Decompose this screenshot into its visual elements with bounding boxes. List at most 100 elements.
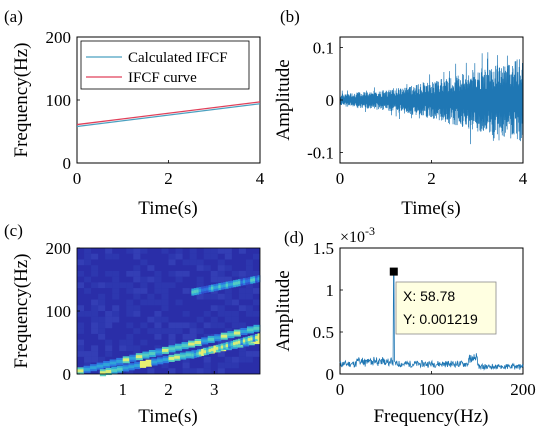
heatmap-cell xyxy=(161,328,169,334)
ridge-core-2 xyxy=(250,337,254,341)
heatmap-cell xyxy=(126,270,134,277)
heatmap-cell xyxy=(84,356,92,363)
heatmap-cell xyxy=(175,299,183,306)
heatmap-cell xyxy=(147,299,155,306)
panel-label-a: (a) xyxy=(4,7,23,26)
ridge-core-0 xyxy=(246,328,254,332)
heatmap-cell xyxy=(182,368,190,374)
heatmap-cell xyxy=(91,270,99,277)
ridge-core-0 xyxy=(181,344,189,348)
heatmap-cell xyxy=(196,328,204,334)
heatmap-cell xyxy=(245,288,253,294)
ridge-core-1 xyxy=(162,358,169,362)
heatmap-cell xyxy=(189,368,197,374)
heatmap-cell xyxy=(161,305,169,311)
heatmap-cell xyxy=(238,270,246,277)
heatmap-cell xyxy=(154,276,162,283)
heatmap-cell xyxy=(224,356,232,363)
panel-c-2-xtick-label: 3 xyxy=(210,380,219,399)
heatmap-cell xyxy=(84,276,92,283)
panel-b-1-ytick-label: 0 xyxy=(326,91,335,110)
heatmap-cell xyxy=(126,339,134,346)
heatmap-cell xyxy=(245,265,253,271)
panel-b-xlabel: Time(s) xyxy=(401,198,460,219)
ridge-core-3 xyxy=(208,287,212,291)
ridge-core-0 xyxy=(214,336,222,340)
heatmap-cell xyxy=(182,356,190,363)
ridge-core-1 xyxy=(139,362,147,366)
ridge-core-2 xyxy=(191,353,195,357)
heatmap-cell xyxy=(175,276,183,283)
heatmap-cell xyxy=(224,248,232,254)
ridge-core-0 xyxy=(188,342,196,346)
panel-c-2-xtick-label: 1 xyxy=(119,380,128,399)
ridge-core-0 xyxy=(220,334,228,338)
heatmap-cell xyxy=(224,299,232,306)
ridge-core-0 xyxy=(96,364,104,368)
heatmap-cell xyxy=(77,345,85,352)
ridge-core-2 xyxy=(206,349,210,353)
ridge-core-3 xyxy=(210,286,214,290)
heatmap-cell xyxy=(147,368,155,374)
heatmap-cell xyxy=(84,362,92,369)
ridge-core-0 xyxy=(240,329,248,333)
panel-d-3-ytick-label: 1 xyxy=(326,281,335,300)
heatmap-cell xyxy=(189,328,197,334)
heatmap-cell xyxy=(147,293,155,300)
heatmap-cell xyxy=(224,311,232,317)
heatmap-cell xyxy=(231,362,239,369)
panel-b-1-xtick-label: 4 xyxy=(519,169,528,188)
panel-d-3-xtick-label: 100 xyxy=(419,380,445,399)
heatmap-cell xyxy=(182,362,190,369)
heatmap-cell xyxy=(133,270,141,277)
heatmap-cell xyxy=(133,265,141,271)
heatmap-cell xyxy=(154,299,162,306)
heatmap-cell xyxy=(154,333,162,340)
series-line-calculated-ifcf xyxy=(76,103,261,128)
heatmap-cell xyxy=(252,253,260,260)
heatmap-cell xyxy=(84,248,92,254)
heatmap-cell xyxy=(224,253,232,260)
ridge-core-2 xyxy=(237,340,241,344)
heatmap-cell xyxy=(84,253,92,260)
ridge-core-1 xyxy=(185,353,192,357)
heatmap-cell xyxy=(224,328,232,334)
ridge-core-2 xyxy=(223,344,227,348)
panel-a-0-xtick-label: 4 xyxy=(256,169,265,188)
heatmap-cell xyxy=(161,248,169,254)
spectrum-line xyxy=(339,271,524,371)
heatmap-cell xyxy=(168,282,176,289)
heatmap-cell xyxy=(105,270,113,277)
heatmap-cell xyxy=(245,293,253,300)
panel-b-signal-chart: 0 2 4-0.100.1 Time(s) Amplitude xyxy=(273,36,528,219)
heatmap-cell xyxy=(196,316,204,323)
panel-d-datatip[interactable]: X: 58.78 Y: 0.001219 xyxy=(395,281,497,335)
ridge-core-0 xyxy=(233,331,241,335)
ridge-core-0 xyxy=(227,333,235,337)
ridge-core-1 xyxy=(179,354,187,358)
heatmap-cell xyxy=(91,328,99,334)
heatmap-cell xyxy=(133,288,141,294)
panel-c-2-ytick-label: 100 xyxy=(46,302,72,321)
heatmap-cell xyxy=(189,259,197,266)
heatmap-cell xyxy=(238,345,246,352)
heatmap-cell xyxy=(203,333,211,340)
ridge-core-1 xyxy=(157,359,164,363)
ridge-core-3 xyxy=(198,289,202,293)
heatmap-cell xyxy=(168,333,176,340)
ridge-core-2 xyxy=(201,350,205,354)
heatmap-cell xyxy=(126,288,134,294)
ridge-core-3 xyxy=(196,289,200,293)
peak-marker[interactable] xyxy=(389,267,398,276)
heatmap-cell xyxy=(231,299,239,306)
ridge-core-3 xyxy=(257,277,261,281)
ridge-core-3 xyxy=(250,278,254,282)
ridge-core-0 xyxy=(161,348,169,352)
ridge-core-2 xyxy=(225,344,229,348)
scale-exponent: -3 xyxy=(365,224,375,238)
heatmap-cell xyxy=(154,322,162,329)
heatmap-cell xyxy=(231,316,239,323)
panel-c-xlabel: Time(s) xyxy=(138,406,197,427)
panel-d-spectrum-chart: 0 100 200 0 0.5 1 1.5 ×10-3 X: 58.78 Y: 0.0012… xyxy=(273,224,536,427)
ridge-core-2 xyxy=(235,341,239,345)
